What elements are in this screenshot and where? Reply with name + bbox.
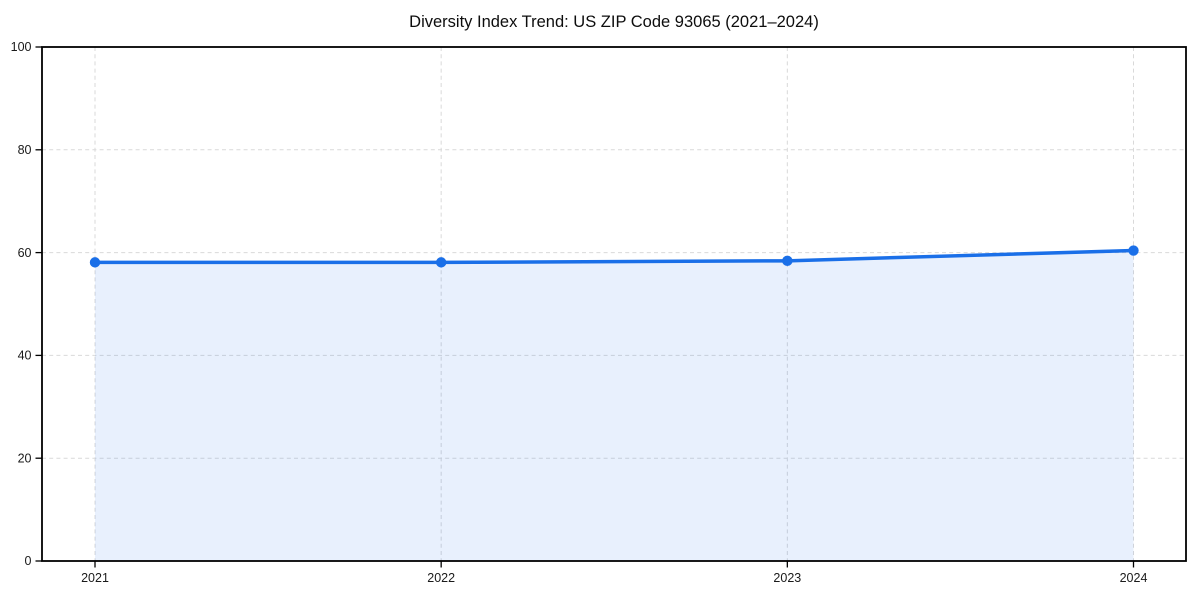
y-tick-label: 20 <box>18 451 32 465</box>
y-tick-label: 40 <box>18 349 32 363</box>
data-point-2022 <box>435 257 447 268</box>
data-point-2024 <box>1128 245 1139 256</box>
x-tick-label: 2021 <box>81 571 109 585</box>
plot-border <box>41 46 1187 562</box>
x-tick-label: 2023 <box>773 571 801 585</box>
area-fill <box>95 250 1134 561</box>
y-tick-label: 0 <box>25 554 32 568</box>
trend-line <box>93 248 1136 265</box>
data-point-2023 <box>782 255 793 267</box>
data-point-2021 <box>89 257 101 268</box>
y-tick-label: 60 <box>18 246 32 260</box>
x-tick-label: 2022 <box>427 571 455 585</box>
x-tick-label: 2024 <box>1120 571 1148 585</box>
y-tick-label: 80 <box>18 143 32 157</box>
chart-title: Diversity Index Trend: US ZIP Code 93065… <box>409 13 819 31</box>
y-tick-label: 100 <box>11 40 32 54</box>
